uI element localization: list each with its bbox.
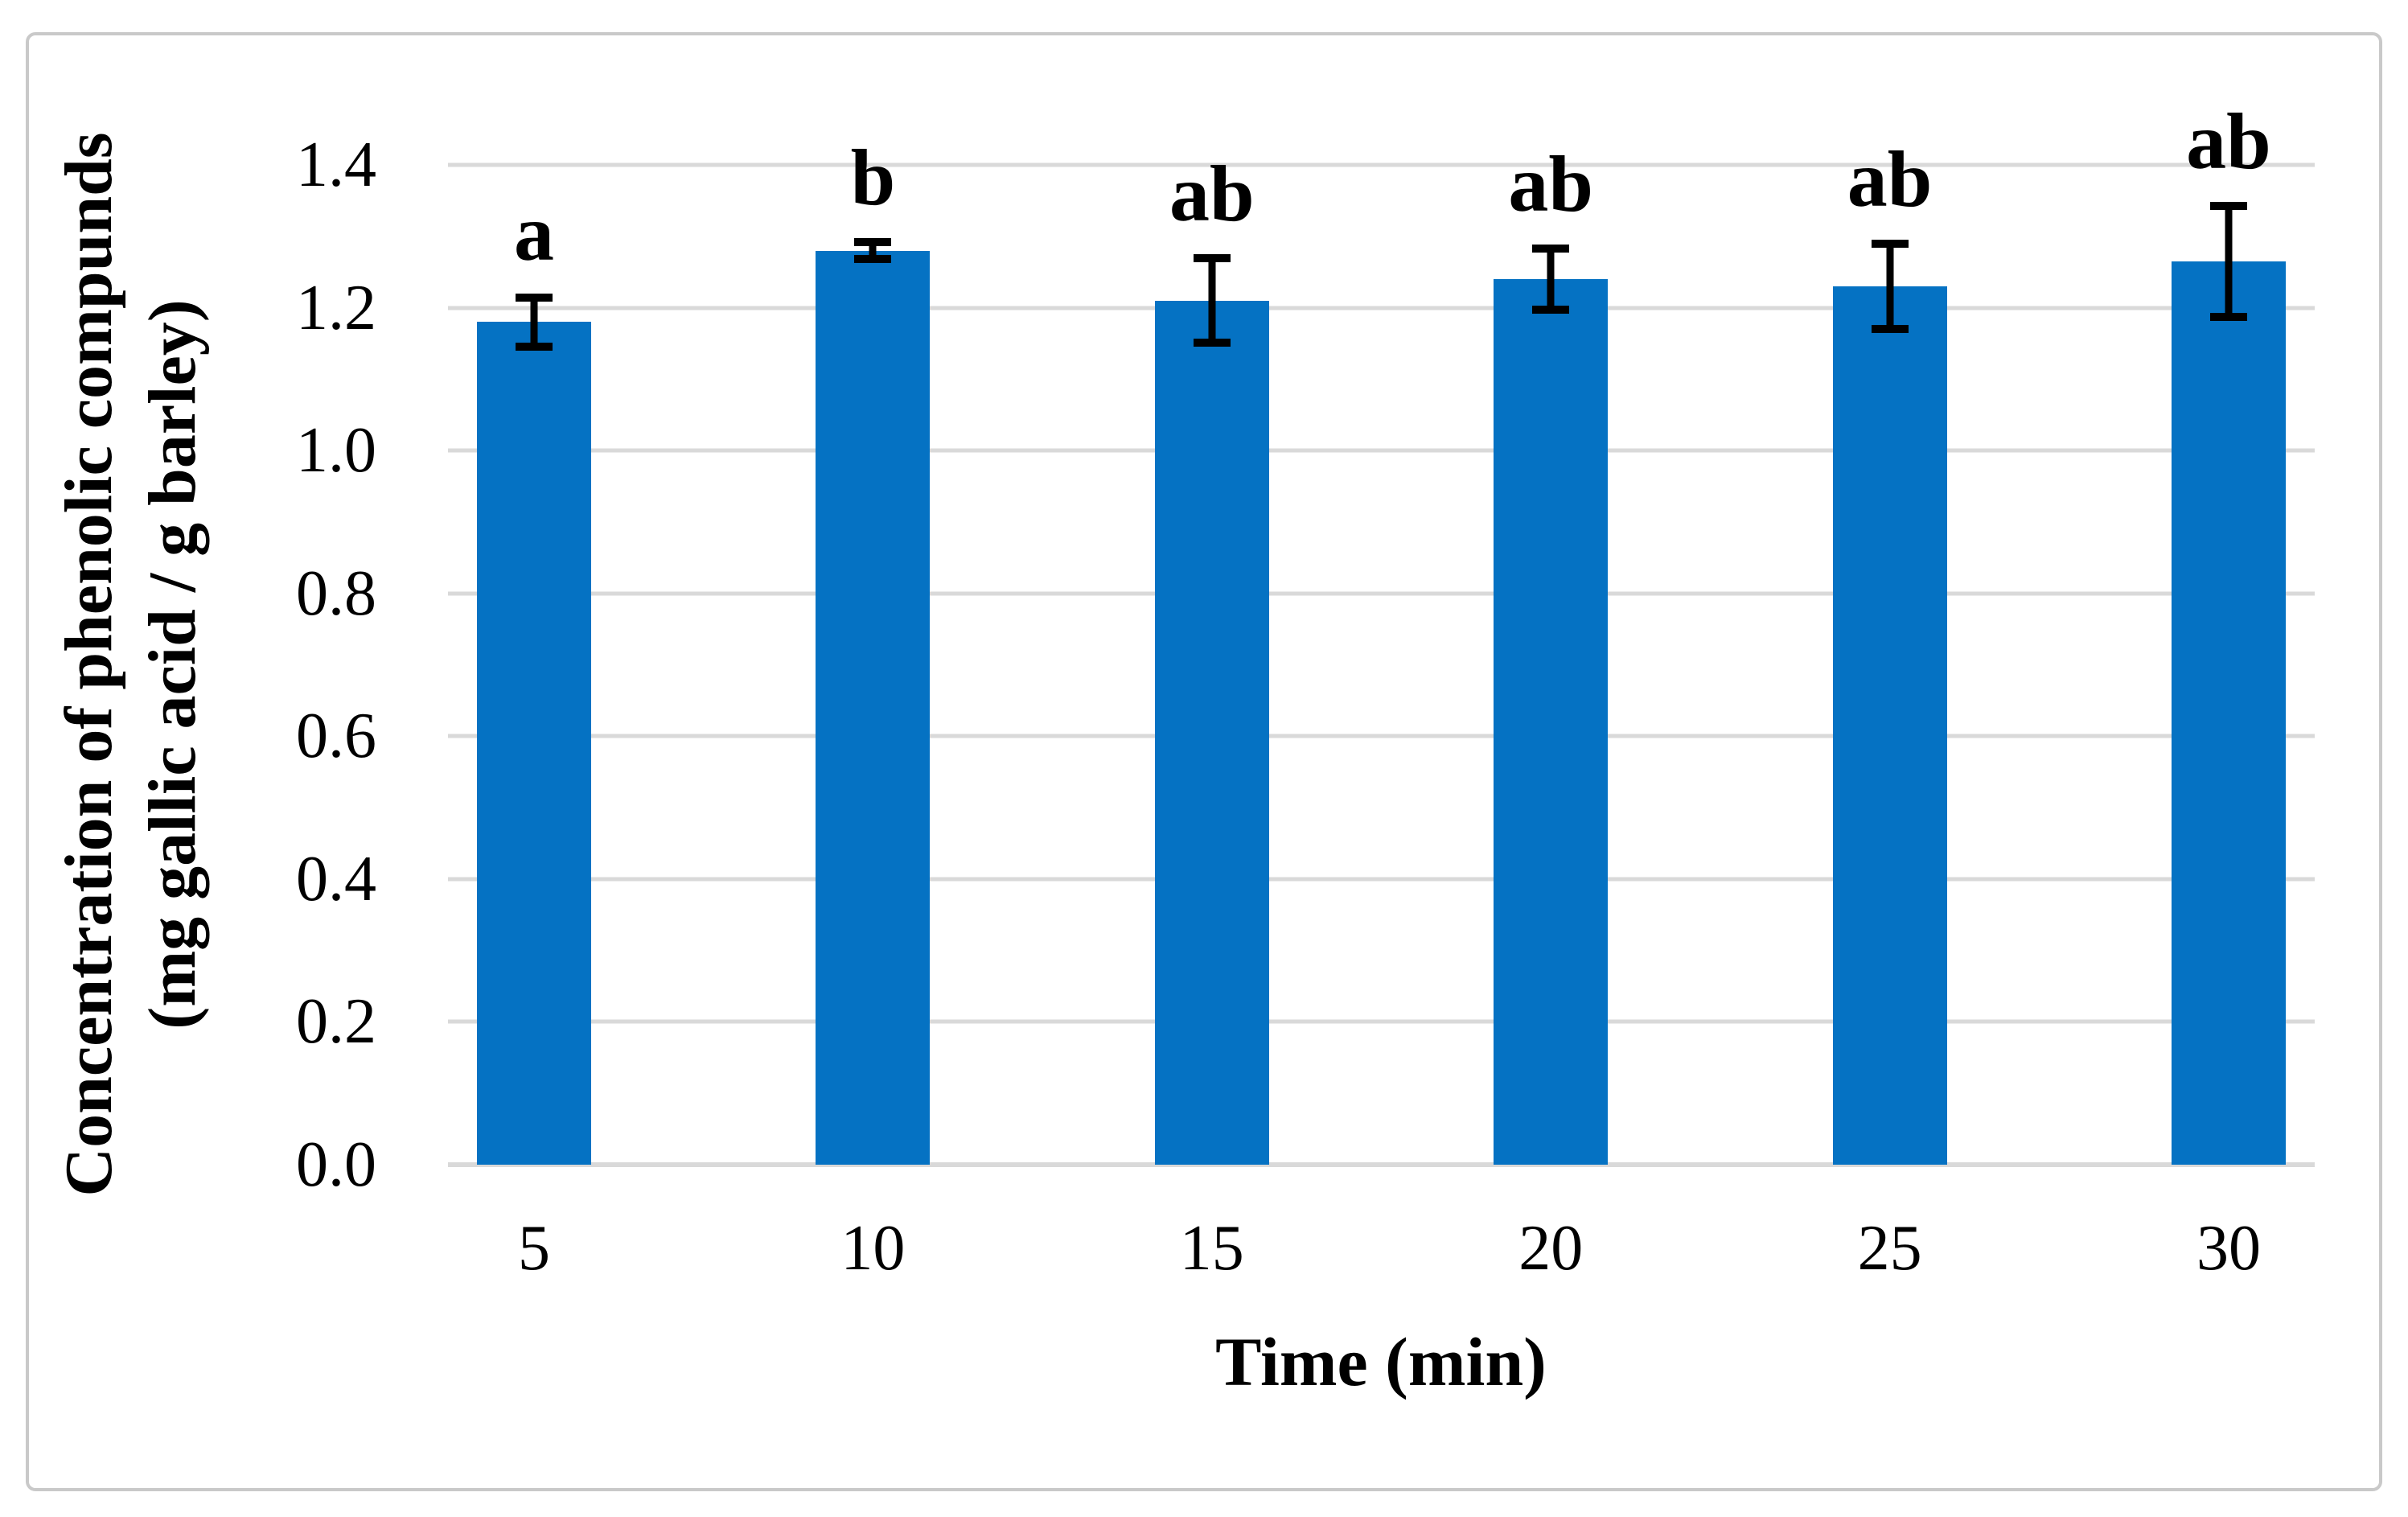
y-axis-tick-labels: 0.0 0.2 0.4 0.6 0.8 1.0 1.2 1.4 [121,131,376,1198]
gridline [448,162,2315,167]
y-tick-label: 1.4 [296,130,376,200]
error-bar [1871,240,1909,333]
bar [816,250,931,1165]
y-tick-label: 0.4 [296,843,376,915]
significance-letter: ab [1847,134,1933,224]
x-axis-tick-labels: 5 10 15 20 25 30 [448,1215,2315,1303]
gridline [448,734,2315,738]
y-tick-label: 1.2 [296,272,376,343]
y-tick-label: 0.8 [296,557,376,629]
figure-border [26,32,2382,1491]
gridline [448,877,2315,882]
bar [1832,286,1947,1165]
y-tick-label: 0.0 [296,1129,376,1200]
bar [2171,261,2286,1165]
x-tick-label: 5 [518,1213,551,1284]
plot-area: a b ab ab ab ab [448,101,2315,1167]
error-bar-stem [869,238,877,263]
gridline [448,448,2315,453]
error-bar [854,238,892,263]
error-bar-stem [1547,245,1555,314]
bar [1154,300,1269,1165]
y-axis-title-line1: Concentration of phenolic compunds [51,132,126,1197]
x-axis-title: Time (min) [1215,1323,1547,1400]
x-tick-label: 20 [1518,1213,1584,1284]
error-bar [2209,202,2247,321]
error-bar-stem [530,293,538,351]
bar [1494,279,1609,1165]
gridline [448,1019,2315,1024]
significance-letter: ab [1169,148,1255,238]
error-bar [1193,253,1231,347]
significance-letter: b [850,133,896,223]
x-tick-label: 30 [2196,1213,2261,1284]
x-axis-line [448,1162,2315,1167]
bar [477,322,592,1165]
significance-letter: ab [1508,139,1593,229]
error-bar [516,293,553,351]
error-bar-stem [1208,253,1216,347]
x-tick-label: 15 [1179,1213,1244,1284]
significance-letter: ab [2186,97,2271,187]
x-tick-label: 10 [840,1213,906,1284]
error-bar [1532,245,1570,314]
y-tick-label: 1.0 [296,415,376,487]
error-bar-stem [2225,202,2233,321]
gridline [448,306,2315,310]
x-tick-label: 25 [1857,1213,1922,1284]
error-bar-stem [1886,240,1894,333]
y-tick-label: 0.6 [296,701,376,772]
gridline [448,591,2315,596]
significance-letter: a [514,187,555,278]
y-tick-label: 0.2 [296,986,376,1058]
